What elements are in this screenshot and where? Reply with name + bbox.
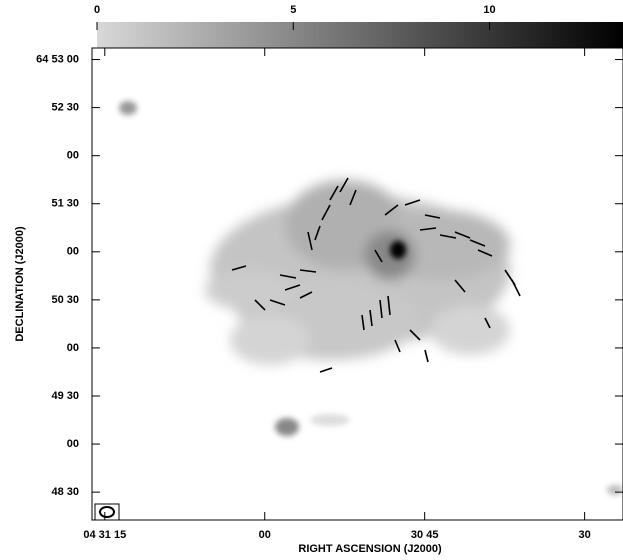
y-tick-label: 00	[67, 150, 79, 162]
y-tick-label: 52 30	[51, 102, 79, 114]
y-tick-label: 00	[67, 342, 79, 354]
x-tick-label: 04 31 15	[83, 529, 126, 541]
polarization-vectors	[231, 177, 521, 373]
colorbar-tick-label: 10	[483, 4, 495, 16]
y-tick-label: 00	[67, 438, 79, 450]
y-axis-label: DECLINATION (J2000)	[14, 226, 26, 342]
beam	[99, 506, 115, 518]
y-tick-label: 50 30	[51, 294, 79, 306]
map-image	[119, 101, 623, 495]
x-tick-label: 30	[578, 529, 590, 541]
y-tick-label: 64 53 00	[36, 53, 79, 65]
y-tick-label: 51 30	[51, 198, 79, 210]
colorbar	[97, 22, 623, 48]
y-tick-label: 00	[67, 246, 79, 258]
y-tick-label: 48 30	[51, 486, 79, 498]
x-tick-label: 00	[259, 529, 271, 541]
colorbar-tick-label: 5	[290, 4, 296, 16]
colorbar-tick-label: 0	[94, 4, 100, 16]
x-axis-label: RIGHT ASCENSION (J2000)	[298, 543, 442, 555]
beam-box	[94, 503, 120, 521]
y-tick-label: 49 30	[51, 390, 79, 402]
plot-frame	[91, 47, 623, 521]
x-tick-label: 30 45	[411, 529, 439, 541]
